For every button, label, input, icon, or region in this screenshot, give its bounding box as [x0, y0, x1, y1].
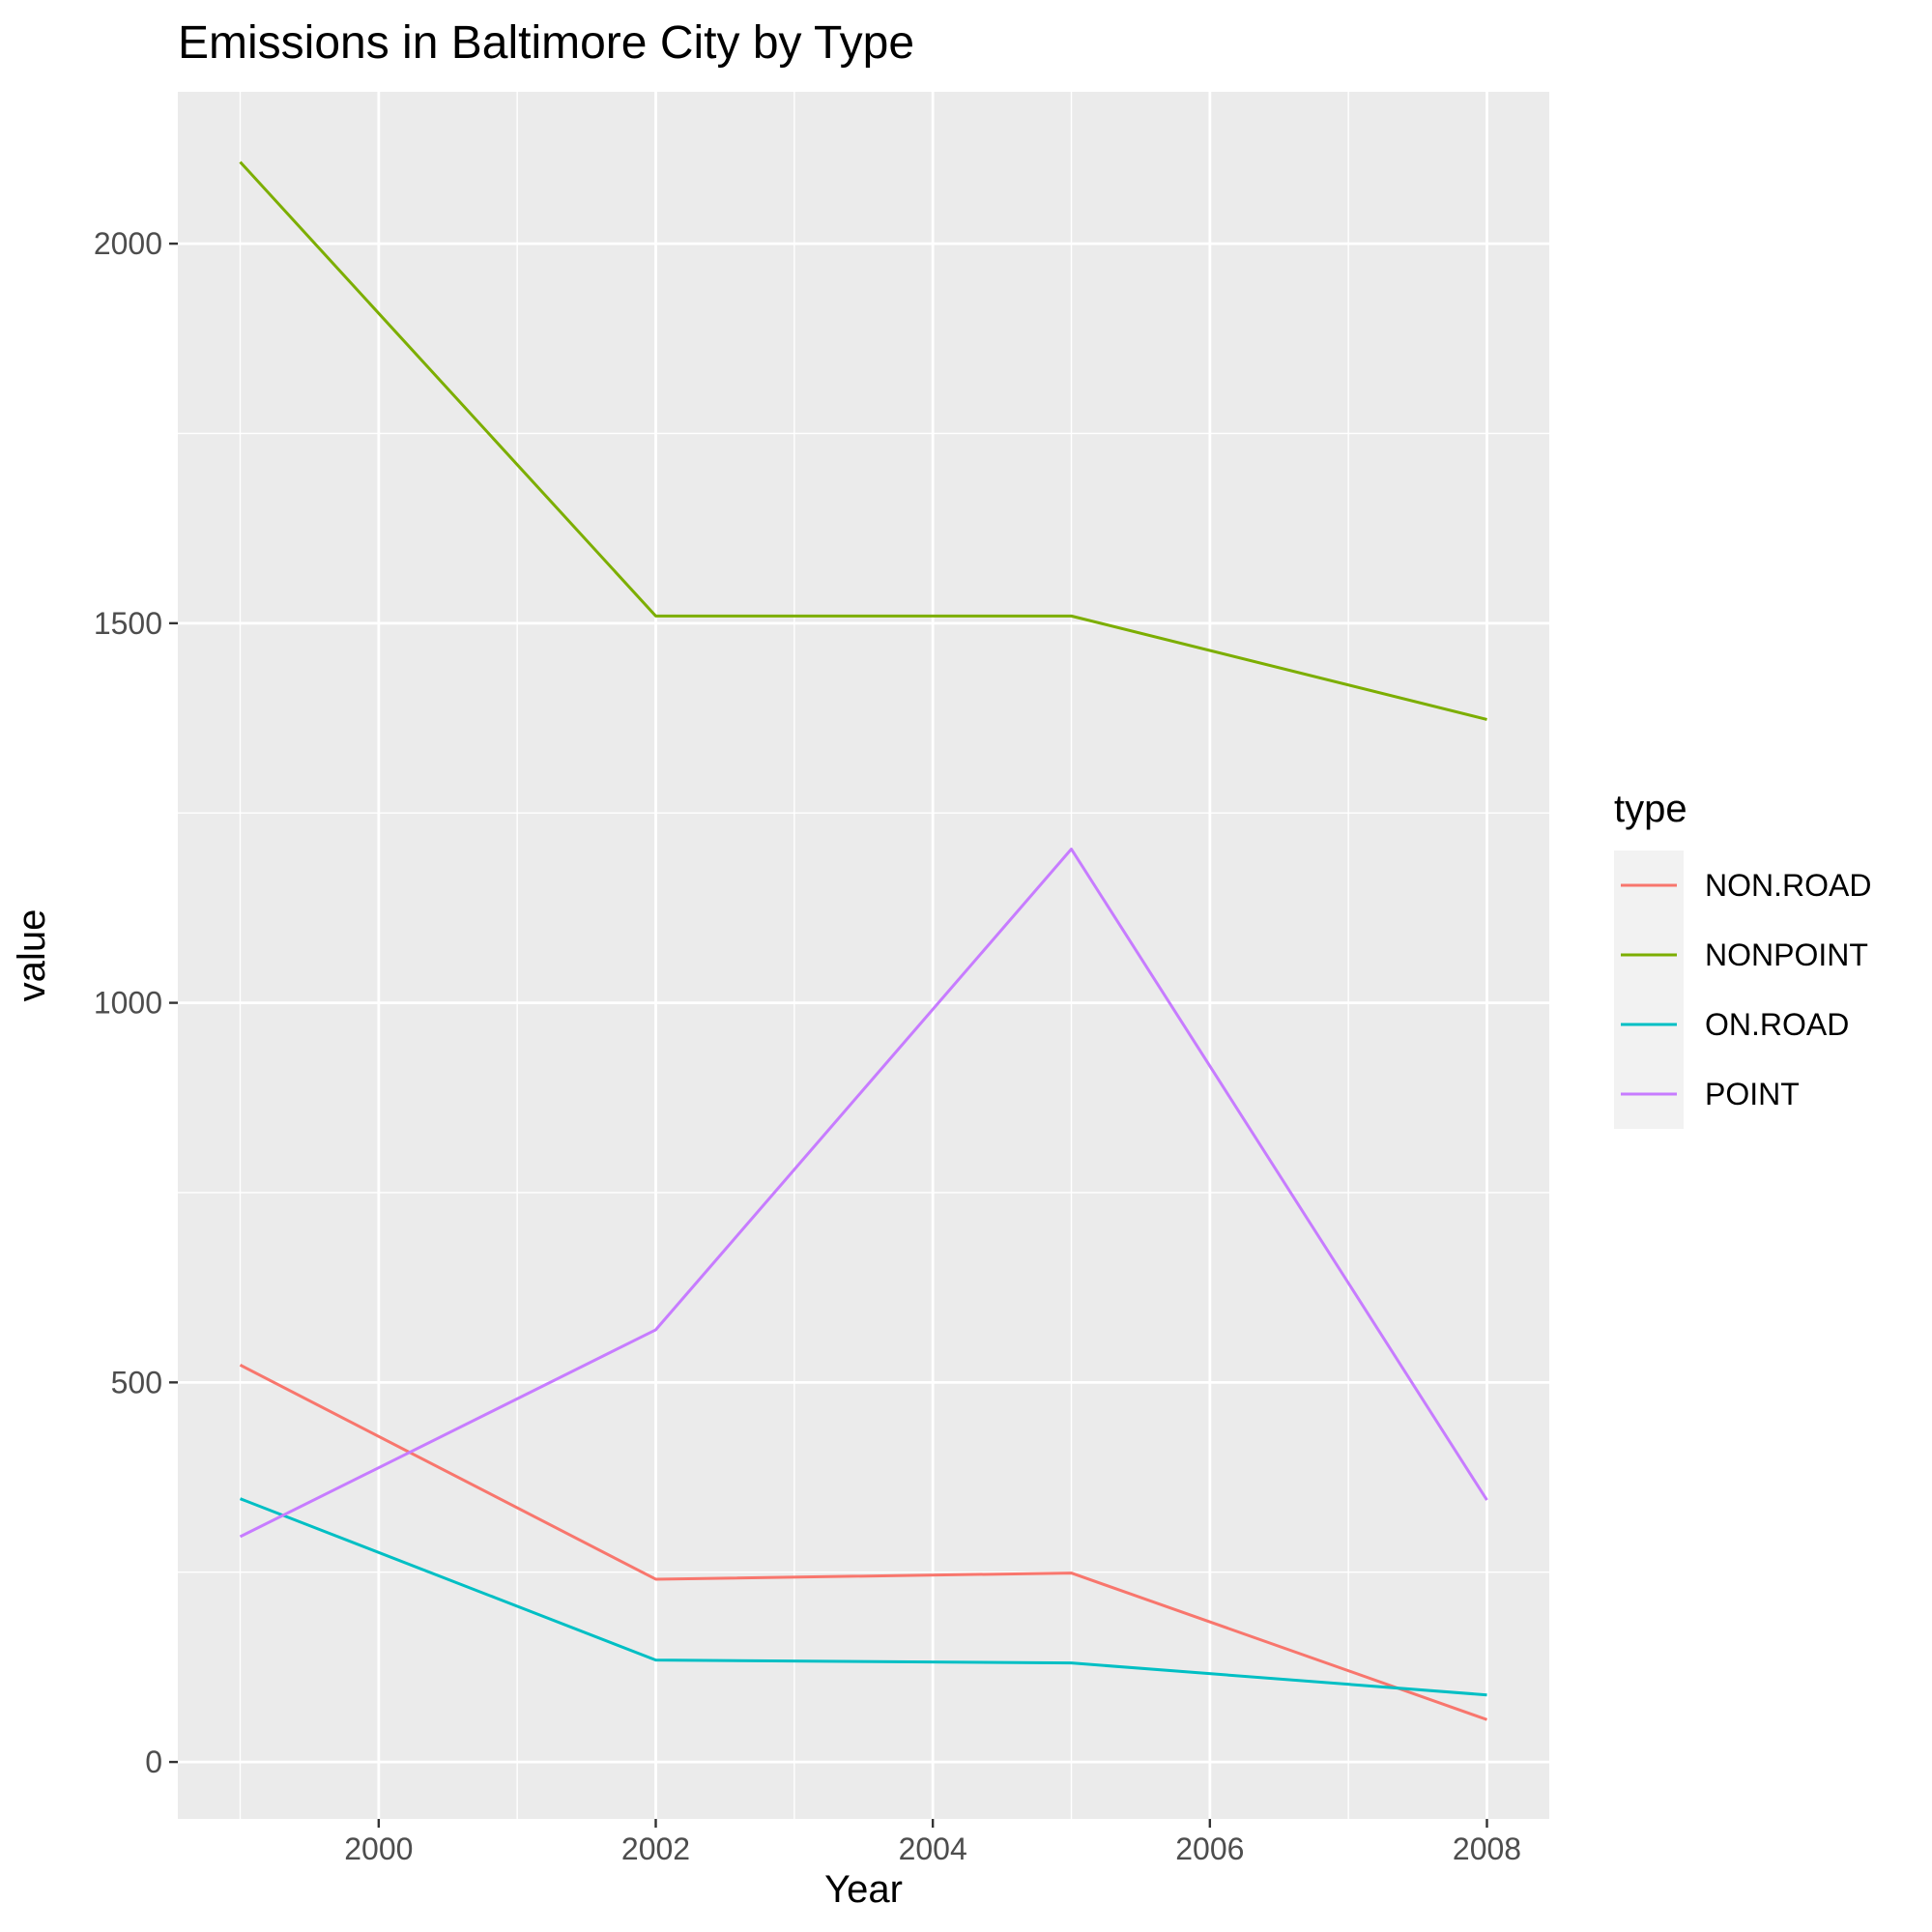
legend-label-on-road: ON.ROAD	[1705, 1007, 1849, 1042]
legend-item-non-road: NON.ROAD	[1621, 868, 1871, 903]
x-tick-label: 2004	[899, 1831, 967, 1866]
legend-item-nonpoint: NONPOINT	[1621, 937, 1868, 972]
y-tick-label: 2000	[94, 226, 162, 261]
x-axis-ticks: 2000 2002 2004 2006 2008	[344, 1819, 1521, 1866]
x-tick-label: 2002	[621, 1831, 690, 1866]
major-gridlines	[178, 92, 1549, 1819]
legend-label-non-road: NON.ROAD	[1705, 868, 1871, 903]
series-line-point	[239, 848, 1488, 1539]
y-tick-label: 0	[145, 1745, 162, 1779]
series-line-non-road	[239, 1364, 1487, 1721]
y-tick-label: 500	[111, 1365, 162, 1399]
y-tick-label: 1000	[94, 986, 162, 1021]
legend-title: type	[1614, 788, 1687, 830]
legend-item-point: POINT	[1621, 1077, 1800, 1111]
y-axis-title: value	[11, 909, 53, 1002]
legend-label-point: POINT	[1705, 1077, 1800, 1111]
x-tick-label: 2006	[1175, 1831, 1244, 1866]
y-tick-label: 1500	[94, 606, 162, 641]
minor-gridlines	[178, 92, 1549, 1819]
plot-panel	[178, 92, 1549, 1819]
legend-item-on-road: ON.ROAD	[1621, 1007, 1849, 1042]
x-axis-title: Year	[824, 1868, 903, 1911]
series-line-nonpoint	[239, 160, 1487, 721]
x-tick-label: 2000	[344, 1831, 413, 1866]
series-line-on-road	[239, 1497, 1487, 1697]
legend-key-background	[1614, 851, 1684, 1129]
legend: type NON.ROAD NONPOINT ON.ROAD POINT	[1614, 788, 1871, 1129]
chart-title: Emissions in Baltimore City by Type	[178, 17, 914, 69]
y-axis-ticks: 0 500 1000 1500 2000	[94, 226, 178, 1779]
legend-items: NON.ROAD NONPOINT ON.ROAD POINT	[1621, 868, 1871, 1111]
x-tick-label: 2008	[1453, 1831, 1521, 1866]
legend-label-nonpoint: NONPOINT	[1705, 937, 1868, 972]
series-lines	[239, 160, 1488, 1721]
